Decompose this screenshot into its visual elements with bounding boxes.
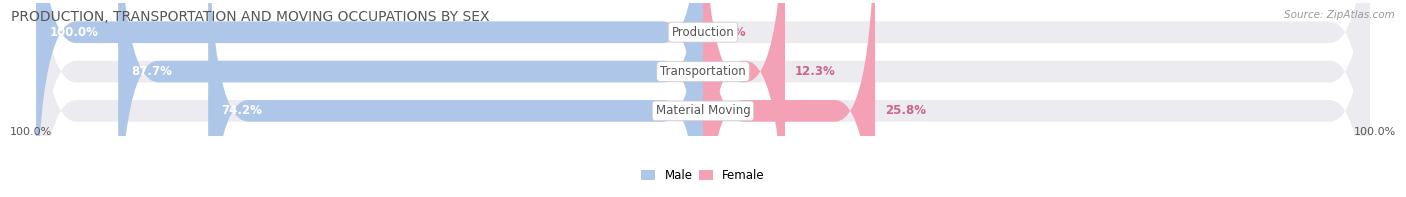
FancyBboxPatch shape [37,0,1369,197]
Legend: Male, Female: Male, Female [637,164,769,187]
Text: Material Moving: Material Moving [655,104,751,117]
Text: 100.0%: 100.0% [10,127,52,138]
FancyBboxPatch shape [37,0,703,197]
Text: 0.0%: 0.0% [713,26,745,39]
FancyBboxPatch shape [37,0,1369,197]
Text: 100.0%: 100.0% [1354,127,1396,138]
Text: 25.8%: 25.8% [884,104,927,117]
FancyBboxPatch shape [208,0,703,197]
FancyBboxPatch shape [703,0,875,197]
FancyBboxPatch shape [37,0,1369,197]
Text: 74.2%: 74.2% [222,104,263,117]
Text: 12.3%: 12.3% [794,65,835,78]
FancyBboxPatch shape [703,0,785,197]
Text: Production: Production [672,26,734,39]
FancyBboxPatch shape [118,0,703,197]
Text: 87.7%: 87.7% [132,65,173,78]
Text: Source: ZipAtlas.com: Source: ZipAtlas.com [1284,10,1395,20]
Text: 100.0%: 100.0% [49,26,98,39]
Text: PRODUCTION, TRANSPORTATION AND MOVING OCCUPATIONS BY SEX: PRODUCTION, TRANSPORTATION AND MOVING OC… [11,10,489,24]
Text: Transportation: Transportation [661,65,745,78]
